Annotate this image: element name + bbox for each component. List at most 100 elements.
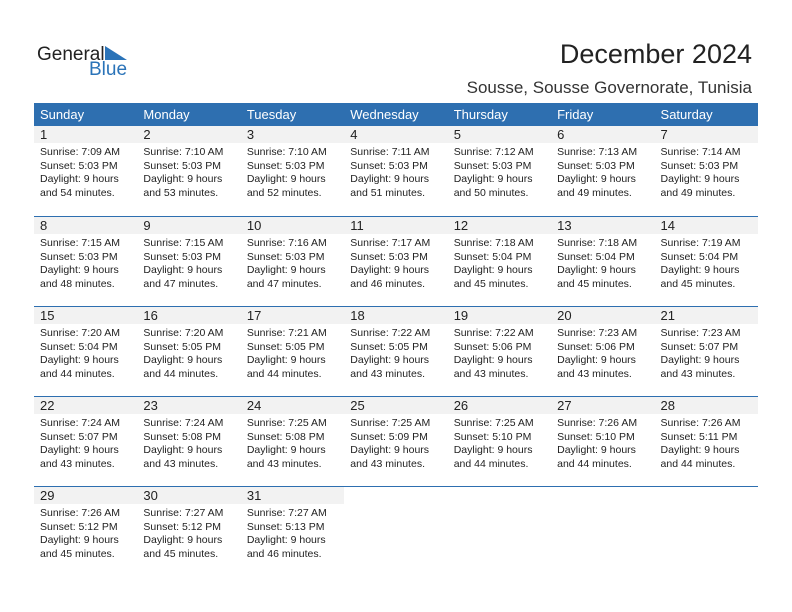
day-number: 9 (137, 217, 241, 234)
day-cell: 21 Sunrise: 7:23 AM Sunset: 5:07 PM Dayl… (654, 307, 758, 396)
day-number: 25 (344, 397, 448, 414)
day-cell: 19 Sunrise: 7:22 AM Sunset: 5:06 PM Dayl… (447, 307, 552, 396)
sunset: Sunset: 5:12 PM (143, 520, 222, 533)
daylight: Daylight: 9 hours (350, 444, 430, 456)
location-subtitle: Sousse, Sousse Governorate, Tunisia (466, 78, 752, 97)
day-cell: 25 Sunrise: 7:25 AM Sunset: 5:09 PM Dayl… (344, 397, 448, 486)
daylight: Daylight: 9 hours (557, 444, 636, 456)
day-number: 16 (137, 307, 241, 324)
sunset: Sunset: 5:07 PM (660, 340, 739, 353)
sunset: Sunset: 5:03 PM (557, 159, 635, 172)
daylight-minutes: and 43 minutes. (143, 457, 219, 470)
empty-cell (344, 487, 447, 576)
day-number: 6 (551, 126, 655, 143)
sunset: Sunset: 5:08 PM (246, 430, 325, 443)
daylight: Daylight: 9 hours (143, 534, 223, 546)
sunset: Sunset: 5:10 PM (557, 430, 635, 443)
day-number: 19 (447, 307, 552, 324)
empty-cell (448, 487, 551, 576)
daylight-minutes: and 45 minutes. (557, 277, 632, 290)
daylight: Daylight: 9 hours (246, 444, 326, 456)
daylight: Daylight: 9 hours (40, 173, 119, 185)
daylight-minutes: and 50 minutes. (453, 186, 529, 199)
day-number: 26 (447, 397, 552, 414)
daylight-minutes: and 49 minutes. (660, 186, 736, 199)
empty-cell (551, 487, 654, 576)
sunset: Sunset: 5:03 PM (350, 250, 428, 263)
daylight: Daylight: 9 hours (143, 354, 223, 366)
daylight: Daylight: 9 hours (453, 264, 533, 276)
daylight-minutes: and 52 minutes. (246, 186, 322, 199)
day-number: 28 (654, 397, 758, 414)
day-cell: 5 Sunrise: 7:12 AM Sunset: 5:03 PM Dayli… (447, 126, 552, 216)
daylight-minutes: and 54 minutes. (40, 186, 115, 199)
sunrise: Sunrise: 7:20 AM (40, 327, 120, 339)
daylight: Daylight: 9 hours (246, 264, 326, 276)
day-cell: 7 Sunrise: 7:14 AM Sunset: 5:03 PM Dayli… (654, 126, 758, 216)
logo: General Blue (37, 44, 137, 84)
weekday-tuesday: Tuesday (246, 107, 297, 122)
sunset: Sunset: 5:12 PM (40, 520, 118, 533)
daylight: Daylight: 9 hours (660, 264, 740, 276)
daylight: Daylight: 9 hours (557, 354, 636, 366)
week-row: 8 Sunrise: 7:15 AM Sunset: 5:03 PM Dayli… (34, 216, 758, 306)
day-cell: 29 Sunrise: 7:26 AM Sunset: 5:12 PM Dayl… (34, 487, 138, 576)
day-number: 20 (551, 307, 655, 324)
sunrise: Sunrise: 7:25 AM (246, 417, 327, 429)
weekday-sunday: Sunday (40, 107, 85, 122)
daylight: Daylight: 9 hours (40, 264, 119, 276)
daylight: Daylight: 9 hours (40, 534, 119, 546)
daylight-minutes: and 48 minutes. (40, 277, 115, 290)
day-number: 27 (551, 397, 655, 414)
day-number: 14 (654, 217, 758, 234)
day-cell: 27 Sunrise: 7:26 AM Sunset: 5:10 PM Dayl… (551, 397, 655, 486)
weekday-monday: Monday (143, 107, 190, 122)
sunrise: Sunrise: 7:25 AM (453, 417, 534, 429)
sunset: Sunset: 5:03 PM (143, 159, 222, 172)
sunset: Sunset: 5:05 PM (246, 340, 325, 353)
daylight-minutes: and 44 minutes. (453, 457, 529, 470)
day-number: 17 (240, 307, 345, 324)
daylight-minutes: and 45 minutes. (40, 547, 115, 560)
daylight-minutes: and 46 minutes. (246, 547, 322, 560)
day-number: 24 (240, 397, 345, 414)
sunset: Sunset: 5:11 PM (660, 430, 738, 443)
sunrise: Sunrise: 7:14 AM (660, 146, 741, 158)
sunrise: Sunrise: 7:15 AM (40, 237, 120, 249)
daylight-minutes: and 43 minutes. (350, 457, 425, 470)
sunrise: Sunrise: 7:21 AM (246, 327, 327, 339)
sunset: Sunset: 5:04 PM (453, 250, 532, 263)
sunrise: Sunrise: 7:10 AM (143, 146, 224, 158)
day-cell: 1 Sunrise: 7:09 AM Sunset: 5:03 PM Dayli… (34, 126, 138, 216)
daylight: Daylight: 9 hours (40, 444, 119, 456)
day-number: 11 (344, 217, 448, 234)
daylight-minutes: and 43 minutes. (453, 367, 529, 380)
daylight-minutes: and 43 minutes. (660, 367, 736, 380)
sunrise: Sunrise: 7:26 AM (557, 417, 638, 429)
daylight-minutes: and 45 minutes. (660, 277, 736, 290)
sunrise: Sunrise: 7:19 AM (660, 237, 741, 249)
day-cell: 15 Sunrise: 7:20 AM Sunset: 5:04 PM Dayl… (34, 307, 138, 396)
sunrise: Sunrise: 7:22 AM (350, 327, 431, 339)
daylight: Daylight: 9 hours (660, 354, 740, 366)
empty-cell (655, 487, 758, 576)
day-number: 29 (34, 487, 138, 504)
sunset: Sunset: 5:09 PM (350, 430, 428, 443)
sunset: Sunset: 5:03 PM (453, 159, 532, 172)
daylight: Daylight: 9 hours (660, 444, 740, 456)
sunrise: Sunrise: 7:13 AM (557, 146, 638, 158)
day-cell: 8 Sunrise: 7:15 AM Sunset: 5:03 PM Dayli… (34, 217, 138, 306)
day-number: 5 (447, 126, 552, 143)
daylight-minutes: and 44 minutes. (40, 367, 115, 380)
sunset: Sunset: 5:08 PM (143, 430, 222, 443)
daylight: Daylight: 9 hours (350, 264, 430, 276)
sunrise: Sunrise: 7:20 AM (143, 327, 224, 339)
sunset: Sunset: 5:13 PM (246, 520, 325, 533)
day-cell: 28 Sunrise: 7:26 AM Sunset: 5:11 PM Dayl… (654, 397, 758, 486)
day-cell: 18 Sunrise: 7:22 AM Sunset: 5:05 PM Dayl… (344, 307, 448, 396)
day-cell: 4 Sunrise: 7:11 AM Sunset: 5:03 PM Dayli… (344, 126, 448, 216)
weekday-wednesday: Wednesday (350, 107, 419, 122)
week-row: 29 Sunrise: 7:26 AM Sunset: 5:12 PM Dayl… (34, 486, 758, 576)
day-cell: 22 Sunrise: 7:24 AM Sunset: 5:07 PM Dayl… (34, 397, 138, 486)
daylight: Daylight: 9 hours (350, 354, 430, 366)
